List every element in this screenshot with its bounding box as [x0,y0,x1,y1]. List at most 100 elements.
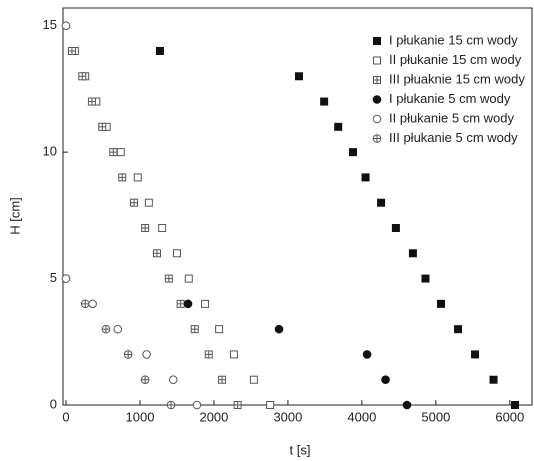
y-tick-label: 10 [43,144,57,159]
marker-shape [116,148,125,157]
legend-marker [372,114,382,124]
marker-shape [61,274,71,283]
marker-shape [295,72,303,81]
legend-marker [372,95,382,104]
marker [510,401,519,409]
marker-shape [348,148,357,157]
marker [140,375,150,385]
legend-marker [373,37,381,45]
marker-shape [249,375,258,384]
marker [130,198,139,207]
marker [87,97,96,106]
marker [152,249,161,258]
marker [133,173,142,182]
marker [158,223,167,232]
marker-shape [155,46,164,55]
marker-shape [61,21,71,31]
marker [295,72,303,81]
marker-shape [192,400,202,410]
marker-shape [113,324,123,334]
marker [204,350,213,359]
marker [101,324,111,334]
marker [142,350,151,359]
marker [123,350,133,359]
marker-shape [489,375,498,384]
marker [168,375,178,385]
y-tick-label: 15 [43,17,57,32]
legend-marker [373,76,381,84]
marker [192,400,202,410]
marker [233,401,242,409]
marker [361,173,370,182]
marker-shape [183,299,193,309]
marker [144,198,153,207]
marker [362,350,372,359]
marker-shape [362,350,372,359]
marker [80,299,90,309]
x-tick-label: 6000 [495,409,524,424]
marker-shape [510,401,519,409]
marker-shape [215,325,224,334]
marker-shape [142,350,151,359]
marker [183,299,193,309]
y-tick-label: 0 [50,396,57,411]
marker-shape [201,299,210,308]
marker [334,122,343,131]
marker [408,249,417,258]
marker-shape [373,37,381,45]
marker [381,375,390,385]
marker-shape [229,350,238,359]
marker [377,198,386,207]
marker-shape [377,198,386,207]
legend-label: III płukanie 5 cm wody [389,130,518,145]
marker [402,400,412,410]
x-tick-label: 0 [62,409,69,424]
legend-marker [373,56,381,65]
marker-shape [158,223,167,232]
marker [348,148,357,157]
x-tick-label: 5000 [421,409,450,424]
marker [67,46,76,55]
x-tick-label: 4000 [347,409,376,424]
marker [176,299,185,308]
x-tick-label: 3000 [273,409,302,424]
marker [116,148,125,157]
marker [184,274,193,283]
marker [229,350,238,359]
legend-marker [372,134,382,143]
x-tick-label: 1000 [126,409,155,424]
marker-shape [372,114,382,124]
marker [215,325,224,334]
marker [113,324,123,334]
marker-shape [373,56,381,65]
marker [249,375,258,384]
marker-shape [361,173,370,182]
marker [190,325,199,334]
legend-label: III płuaknie 15 cm wody [389,71,525,86]
marker [437,299,446,308]
marker-shape [421,274,430,283]
y-tick-label: 5 [50,270,57,285]
marker [166,400,176,410]
marker [489,375,498,384]
marker-shape [381,375,390,385]
marker [391,223,400,232]
marker-shape [320,97,329,106]
marker [454,325,463,334]
marker-shape [184,274,193,283]
marker-shape [372,95,382,104]
x-tick-label: 2000 [199,409,228,424]
marker-shape [454,325,463,334]
marker [141,223,150,232]
marker-shape [471,350,480,359]
marker [274,324,284,334]
marker-shape [334,122,343,131]
marker-shape [172,249,181,258]
marker-shape [437,299,446,308]
marker-shape [274,324,284,334]
marker [118,173,127,182]
legend-label: II płukanie 15 cm wody [389,52,522,67]
marker-shape [88,299,97,309]
marker [164,274,173,283]
